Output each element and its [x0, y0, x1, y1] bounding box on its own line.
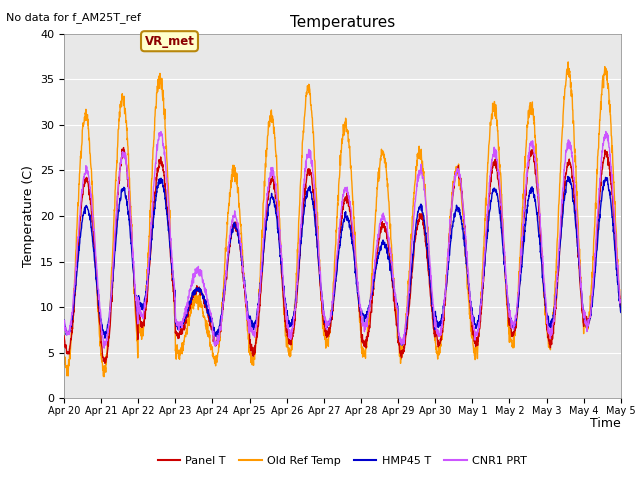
X-axis label: Time: Time	[590, 418, 621, 431]
Title: Temperatures: Temperatures	[290, 15, 395, 30]
Text: No data for f_AM25T_ref: No data for f_AM25T_ref	[6, 12, 141, 23]
Legend: Panel T, Old Ref Temp, HMP45 T, CNR1 PRT: Panel T, Old Ref Temp, HMP45 T, CNR1 PRT	[153, 451, 532, 470]
Y-axis label: Temperature (C): Temperature (C)	[22, 165, 35, 267]
Text: VR_met: VR_met	[145, 35, 195, 48]
